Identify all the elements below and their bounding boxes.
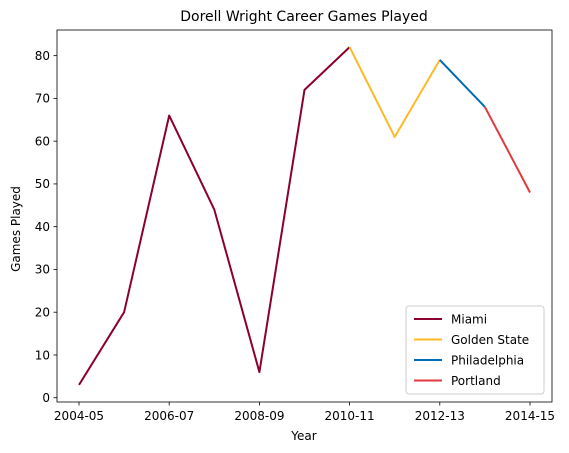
legend-label: Portland [451,374,501,388]
legend-box [405,305,545,395]
x-tick-label: 2004-05 [54,409,104,423]
x-tick-label: 2008-09 [234,409,284,423]
y-axis-label: Games Played [9,186,23,272]
axes-frame [56,29,553,403]
x-tick-label: 2014-15 [505,409,555,423]
legend-label: Miami [451,312,487,326]
y-tick-label: 30 [35,263,50,277]
y-tick-label: 60 [35,134,50,148]
legend-label: Golden State [451,333,529,347]
legend: Miami Golden State Philadelphia Portland [405,305,545,395]
chart-title: Dorell Wright Career Games Played [180,9,428,25]
y-tick-label: 80 [35,49,50,63]
y-tick-label: 40 [35,220,50,234]
series-line-golden-state [348,46,441,138]
y-tick-label: 10 [35,348,50,362]
x-tick-label: 2012-13 [415,409,465,423]
plot-area: 0 10 20 30 40 50 60 70 80 2004-05 2006-07 2008-09 20… [35,29,555,423]
x-tick-label: 2006-07 [144,409,194,423]
x-tick-label: 2010-11 [325,409,375,423]
series-line-miami [78,46,351,386]
x-axis-label: Year [290,429,316,443]
series-line-portland [484,106,531,193]
y-tick-label: 20 [35,306,50,320]
series-line-philadelphia [439,59,486,108]
y-tick-label: 70 [35,92,50,106]
y-tick-label: 0 [42,391,50,405]
y-tick-label: 50 [35,177,50,191]
legend-label: Philadelphia [451,353,524,367]
